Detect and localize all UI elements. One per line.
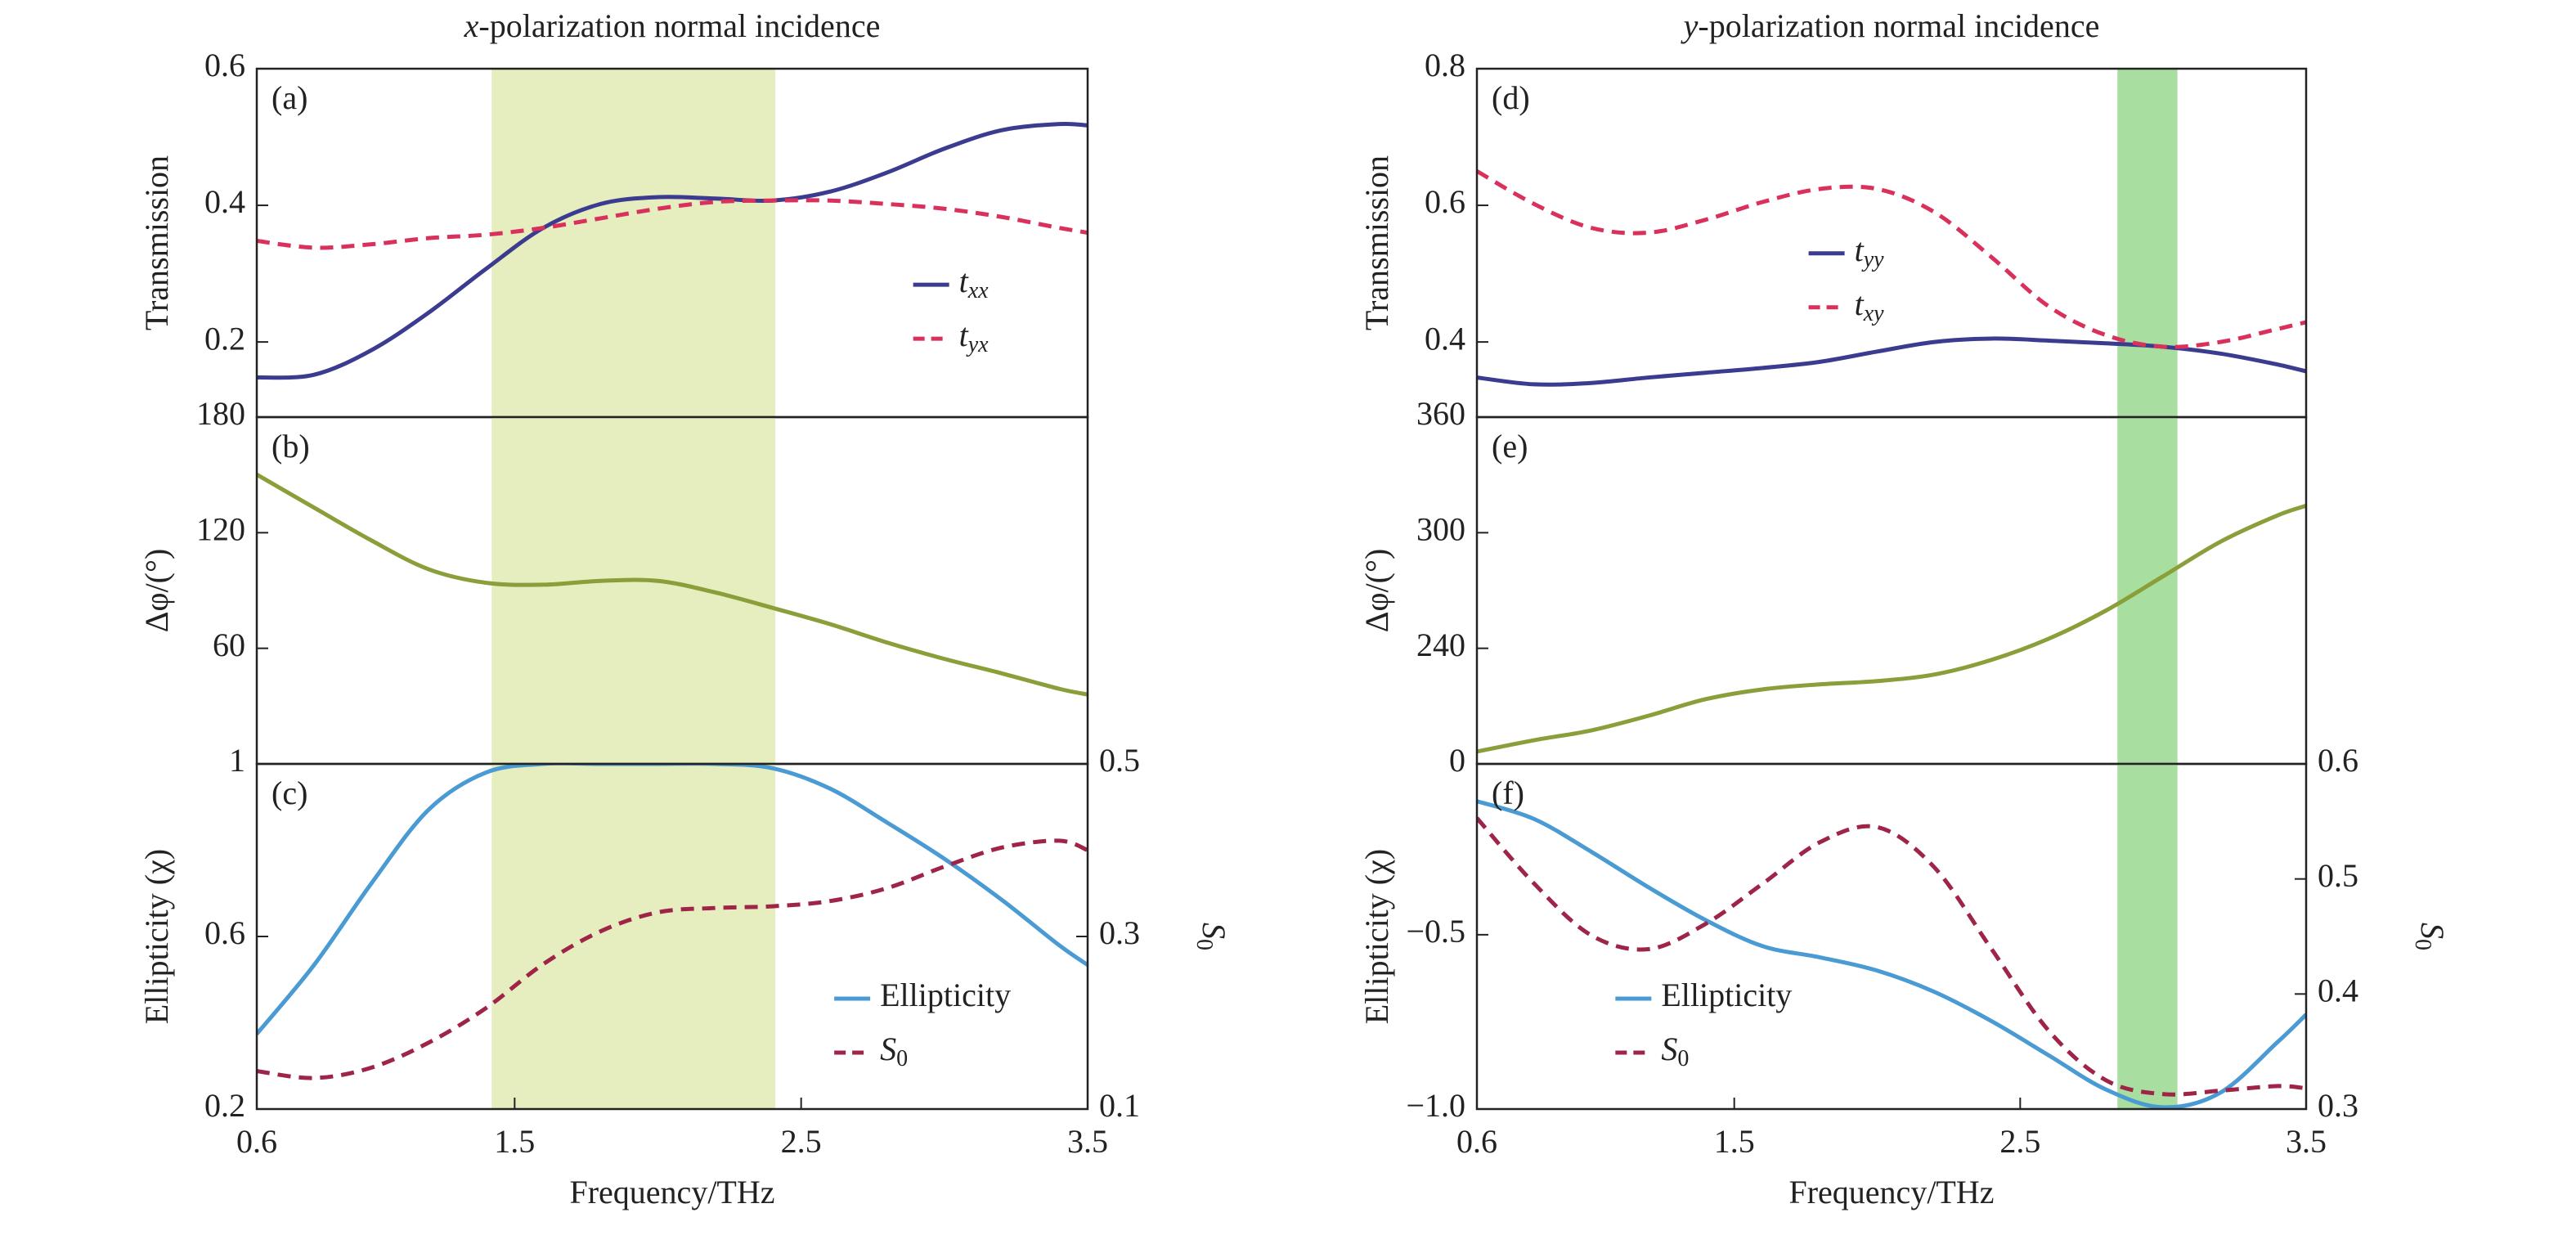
panel-title: y-polarization normal incidence	[1681, 7, 2100, 44]
panel-label: (f)	[1492, 775, 1524, 811]
highlight-band	[491, 764, 776, 1109]
highlight-band	[2117, 417, 2178, 764]
x-tick-label: 1.5	[494, 1123, 535, 1160]
legend-label: tyx	[959, 317, 990, 357]
y-tick-label: 1	[229, 742, 245, 779]
y-tick-label: 0.8	[1425, 47, 1465, 83]
y-tick-label: 0.4	[204, 183, 245, 220]
y-tick-label: 0.6	[1425, 183, 1465, 220]
y2-axis-label: S0	[1192, 923, 1232, 950]
y2-tick-label: 0.5	[1099, 742, 1140, 779]
y-tick-label: −0.5	[1406, 913, 1465, 950]
y-axis-label: Transmission	[138, 155, 175, 330]
y-axis-label: Δφ/(°)	[138, 549, 175, 633]
plot-frame	[1475, 67, 2308, 419]
y-tick-label: 60	[213, 626, 245, 663]
line-series	[1477, 336, 2306, 387]
legend-label: tyy	[1855, 231, 1885, 272]
y-tick-label: 0.6	[204, 914, 245, 951]
x-tick-label: 1.5	[1714, 1123, 1755, 1160]
panel-label: (e)	[1492, 428, 1528, 465]
plot-frame	[1475, 762, 2308, 1111]
x-tick-label: 3.5	[2286, 1123, 2327, 1160]
y2-tick-label: 0.5	[2318, 857, 2358, 894]
x-axis-label: Frequency/THz	[569, 1174, 774, 1210]
legend-label: txx	[959, 263, 990, 303]
x-axis-label: Frequency/THz	[1788, 1174, 1994, 1210]
y-tick-label: 360	[1416, 395, 1465, 432]
y-tick-label: 0.2	[204, 1087, 245, 1124]
x-tick-label: 2.5	[1999, 1123, 2040, 1160]
y-axis-label: Ellipticity (χ)	[138, 849, 175, 1024]
legend-label: Ellipticity	[880, 977, 1011, 1013]
legend-label: S0	[880, 1031, 908, 1071]
y-axis-label: Transmission	[1358, 155, 1395, 330]
legend-label: S0	[1661, 1031, 1689, 1071]
y-tick-label: 120	[196, 511, 245, 548]
y2-tick-label: 0.3	[2318, 1087, 2358, 1124]
y2-axis-label: S0	[2410, 923, 2451, 950]
line-series	[1477, 169, 2306, 349]
panel-label: (c)	[272, 775, 307, 811]
x-tick-label: 3.5	[1067, 1123, 1108, 1160]
y-tick-label: 180	[196, 395, 245, 432]
legend-label: txy	[1855, 285, 1885, 326]
line-series	[257, 473, 1088, 697]
legend-label: Ellipticity	[1661, 977, 1792, 1013]
y2-tick-label: 0.3	[1099, 914, 1140, 951]
highlight-band	[491, 417, 776, 764]
y2-tick-label: 0.4	[2318, 972, 2358, 1009]
highlight-band	[2117, 764, 2178, 1109]
line-series	[1477, 503, 2306, 754]
x-tick-label: 2.5	[781, 1123, 822, 1160]
line-series	[257, 198, 1088, 250]
y-tick-label: 0.2	[204, 320, 245, 357]
y-tick-label: 300	[1416, 511, 1465, 548]
panel-label: (b)	[272, 428, 310, 465]
highlight-band	[2117, 69, 2178, 417]
y-tick-label: 240	[1416, 626, 1465, 663]
line-series	[257, 121, 1088, 380]
plot-frame	[1475, 415, 2308, 766]
x-tick-label: 0.6	[236, 1123, 277, 1160]
plot-frame	[255, 762, 1089, 1111]
panel-label: (a)	[272, 79, 307, 116]
x-tick-label: 0.6	[1456, 1123, 1497, 1160]
panel-title: x-polarization normal incidence	[464, 7, 881, 44]
highlight-band	[491, 69, 776, 417]
line-series	[257, 764, 1088, 1035]
y-tick-label: 0.6	[204, 47, 245, 83]
y2-tick-label: 0.1	[1099, 1087, 1140, 1124]
y-axis-label: Δφ/(°)	[1358, 549, 1395, 633]
line-series	[1477, 816, 2306, 1097]
y-tick-label: 0.4	[1425, 320, 1465, 357]
y-tick-label: 0	[1449, 742, 1465, 779]
y-tick-label: −1.0	[1406, 1087, 1465, 1124]
y-axis-label: Ellipticity (χ)	[1358, 849, 1395, 1024]
y2-tick-label: 0.6	[2318, 742, 2358, 779]
panel-label: (d)	[1492, 79, 1530, 116]
line-series	[1477, 799, 2306, 1109]
